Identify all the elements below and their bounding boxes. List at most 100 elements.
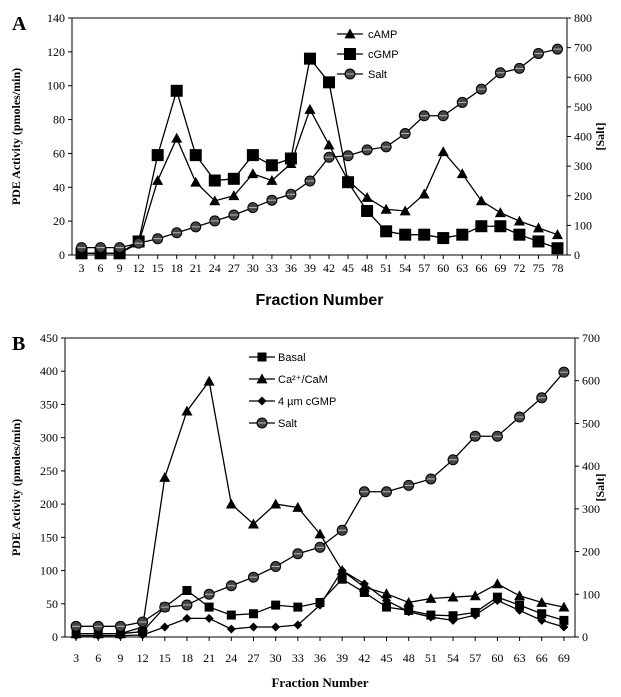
data-point [292,501,304,512]
data-point [181,405,193,416]
data-point [226,610,236,620]
legend-marker [256,373,268,384]
data-point [303,52,316,65]
data-point [558,601,570,612]
x-tick-label: 72 [513,261,525,275]
data-point [513,228,526,241]
x-tick-label: 75 [532,261,544,275]
data-point [265,159,278,172]
series-ca-cam [70,375,570,639]
data-point [293,620,303,630]
y2-tick-label: 100 [582,587,600,601]
y2-tick-label: 100 [574,218,592,232]
y2-tick-label: 700 [582,331,600,345]
data-point [456,228,469,241]
panel-label: A [12,13,27,35]
series-line [81,107,558,254]
x-tick-label: 30 [247,261,259,275]
data-point [537,609,547,619]
data-point [271,622,281,632]
data-point [514,590,526,601]
data-point [475,195,487,206]
legend-marker [344,48,356,60]
data-point [138,630,148,640]
x-tick-label: 57 [469,651,481,665]
x-tick-label: 42 [323,261,335,275]
legend-label: cGMP [368,49,399,61]
data-point [284,152,297,165]
data-point [380,225,393,238]
x-tick-label: 45 [342,261,354,275]
data-point [203,375,215,386]
x-tick-label: 45 [381,651,393,665]
data-point [248,622,258,632]
y-axis-label: PDE Activity (pmoles/min) [9,68,23,205]
y2-axis-label: [Salt] [593,474,607,502]
x-tick-label: 21 [190,261,202,275]
data-point [94,247,107,260]
data-point [551,242,564,255]
data-point [448,611,458,621]
data-point [491,578,503,589]
data-point [247,518,259,529]
y2-tick-label: 600 [582,374,600,388]
series-line [76,371,565,627]
x-tick-label: 39 [336,651,348,665]
x-tick-label: 48 [361,261,373,275]
data-point [380,203,392,214]
x-tick-label: 69 [494,261,506,275]
data-point [342,176,355,189]
data-point [71,631,81,641]
data-point [418,228,431,241]
data-point [337,566,347,576]
x-axis-label: Fraction Number [255,292,383,309]
y-tick-label: 120 [47,45,65,59]
data-point [418,188,430,199]
series-salt [76,43,563,254]
data-point [475,220,488,233]
x-tick-label: 36 [285,261,297,275]
data-point [536,596,548,607]
y2-tick-label: 400 [582,459,600,473]
data-point [182,613,192,623]
x-tick-label: 27 [247,651,259,665]
data-point [228,190,240,201]
y-tick-label: 100 [47,79,65,93]
data-point [190,176,202,187]
data-point [359,579,369,589]
y-tick-label: 250 [40,464,58,478]
y-tick-label: 0 [59,248,65,262]
x-tick-label: 12 [133,261,145,275]
panel-a-chart: 0 20 40 60 80 100 120 140 0 100 200 300 400 500 600 700… [9,11,607,309]
data-point [152,175,164,185]
x-tick-label: 3 [73,651,79,665]
data-point [315,600,325,610]
y-tick-label: 0 [52,630,58,644]
data-point [160,622,170,632]
data-point [304,103,316,114]
data-point [248,609,258,619]
x-tick-label: 63 [456,261,468,275]
data-point [209,195,221,206]
data-point [266,175,278,185]
x-tick-label: 48 [403,651,415,665]
data-point [403,596,415,607]
panel-b-chart: 0 50 100 150 200 250 300 350 400 450 0 100 200 300 400… [9,331,607,690]
legend-item: Salt [337,68,387,81]
legend-item: cAMP [337,28,397,41]
data-point [532,222,544,233]
data-point [382,595,392,605]
x-tick-label: 54 [399,261,411,275]
data-point [404,607,414,617]
data-point [437,232,450,245]
legend-item: Ca²⁺/CaM [249,373,328,386]
data-point [359,587,369,597]
x-tick-label: 15 [159,651,171,665]
data-point [293,602,303,612]
data-point [170,84,183,97]
data-point [314,528,326,539]
x-tick-label: 60 [491,651,503,665]
data-point [361,204,374,217]
data-point [182,585,192,595]
